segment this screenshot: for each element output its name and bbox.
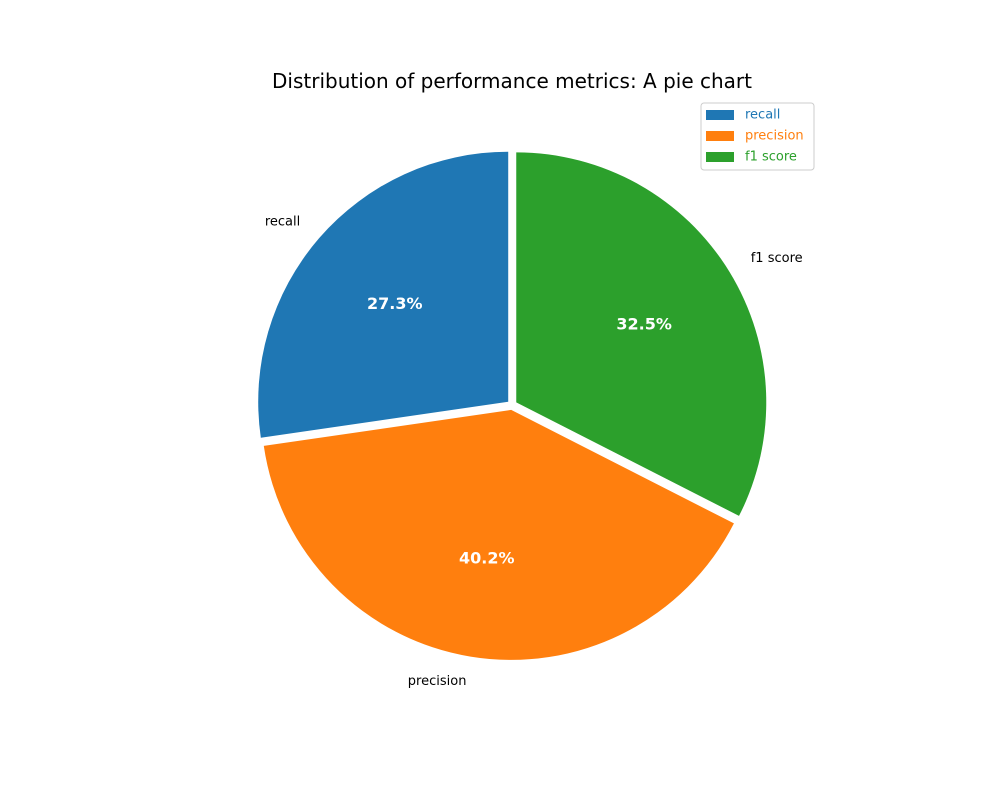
legend-label-f1-score: f1 score [745,150,797,165]
chart-title: Distribution of performance metrics: A p… [272,69,752,93]
legend-label-recall: recall [745,108,780,123]
pie-slices [258,151,767,660]
slice-label-f1-score: f1 score [751,251,803,266]
legend-swatch-f1-score [706,152,734,162]
slice-label-precision: precision [408,674,467,689]
percent-label-f1-score: 32.5% [616,315,672,334]
percent-label-precision: 40.2% [459,548,515,567]
legend-swatch-precision [706,131,734,141]
legend: recall precision f1 score [700,102,815,171]
percent-label-recall: 27.3% [367,294,423,313]
percent-labels: 27.3% 40.2% 32.5% [367,294,672,567]
legend-label-precision: precision [745,129,804,144]
pie-slice-precision [263,409,734,660]
slice-label-recall: recall [265,214,300,229]
legend-swatch-recall [706,110,734,120]
pie-slice-recall [258,151,509,438]
slice-labels: recall precision f1 score [265,214,803,688]
pie-slice-f1-score [516,152,767,516]
